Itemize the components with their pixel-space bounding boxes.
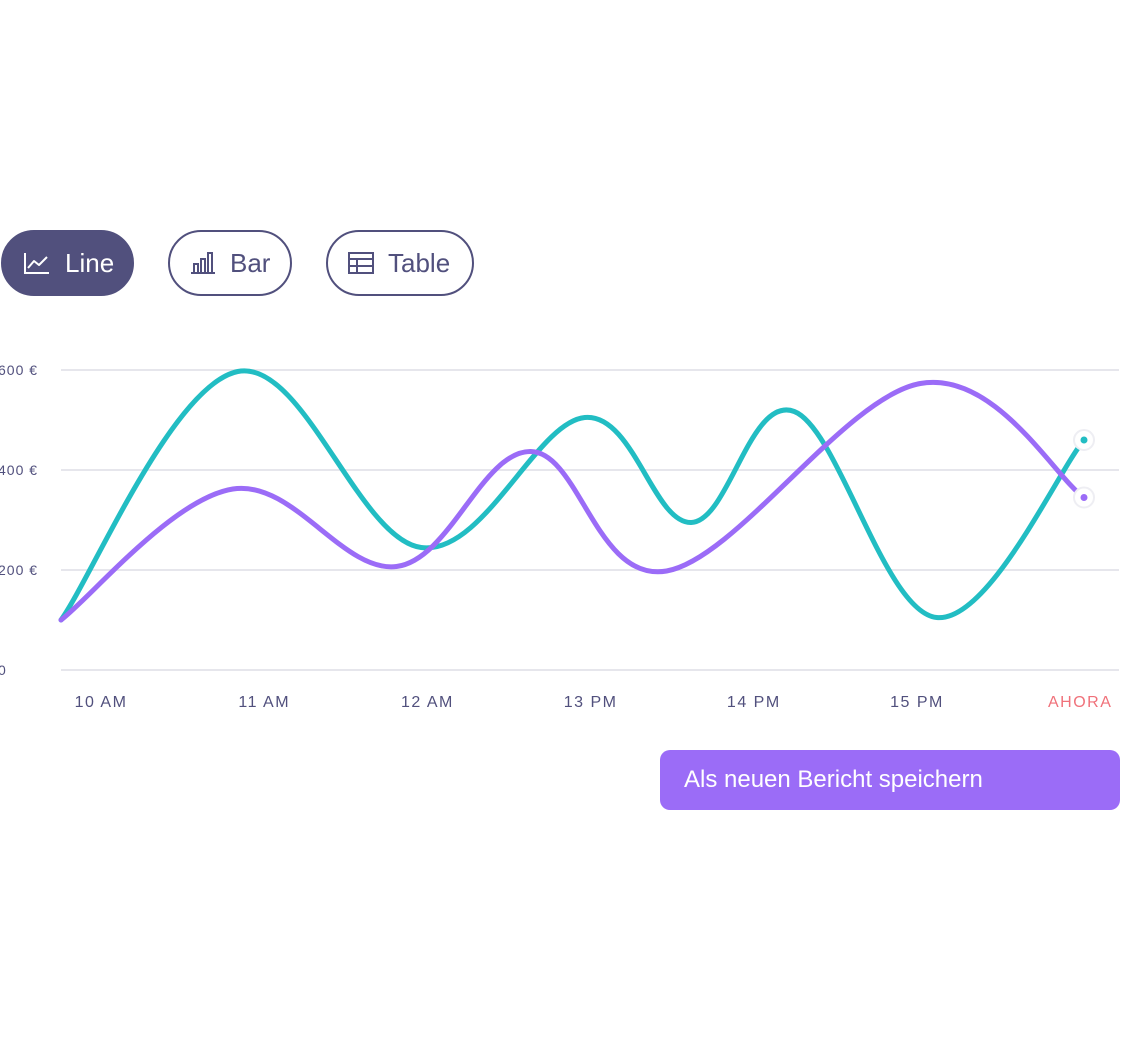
x-tick-label: 13 PM <box>564 694 618 711</box>
x-tick-label: 10 AM <box>75 694 128 711</box>
y-tick-label: 200 € <box>0 562 38 578</box>
x-tick-label: 12 AM <box>401 694 454 711</box>
series-end-dot-1 <box>1080 436 1088 444</box>
bar-chart-icon <box>190 251 216 275</box>
x-tick-label: 15 PM <box>890 694 944 711</box>
tab-bar-label: Bar <box>230 247 271 278</box>
series-line-2 <box>58 379 1087 623</box>
series-end-dot-2 <box>1080 494 1088 501</box>
tab-table[interactable]: Table <box>326 230 474 296</box>
save-report-label: Als neuen Bericht speichern <box>684 766 983 793</box>
x-tick-label: 11 AM <box>238 694 290 711</box>
y-tick-label: 0 <box>0 662 7 678</box>
tab-table-label: Table <box>388 247 451 278</box>
series-line-1 <box>58 368 1087 623</box>
tab-line-label: Line <box>65 247 115 278</box>
table-icon <box>348 252 374 274</box>
x-tick-label: 14 PM <box>727 694 781 711</box>
y-tick-label: 400 € <box>0 462 38 478</box>
line-chart: 0 200 € 400 € 600 € 10 AM 11 AM 12 AM 13 PM 14 P… <box>0 362 1119 711</box>
tab-line[interactable]: Line <box>1 230 134 296</box>
x-tick-label-now: AHORA <box>1048 694 1112 711</box>
save-report-button[interactable]: Als neuen Bericht speichern <box>660 750 1120 810</box>
tab-bar[interactable]: Bar <box>168 230 292 296</box>
line-chart-icon <box>23 251 51 275</box>
y-tick-label: 600 € <box>0 362 38 378</box>
